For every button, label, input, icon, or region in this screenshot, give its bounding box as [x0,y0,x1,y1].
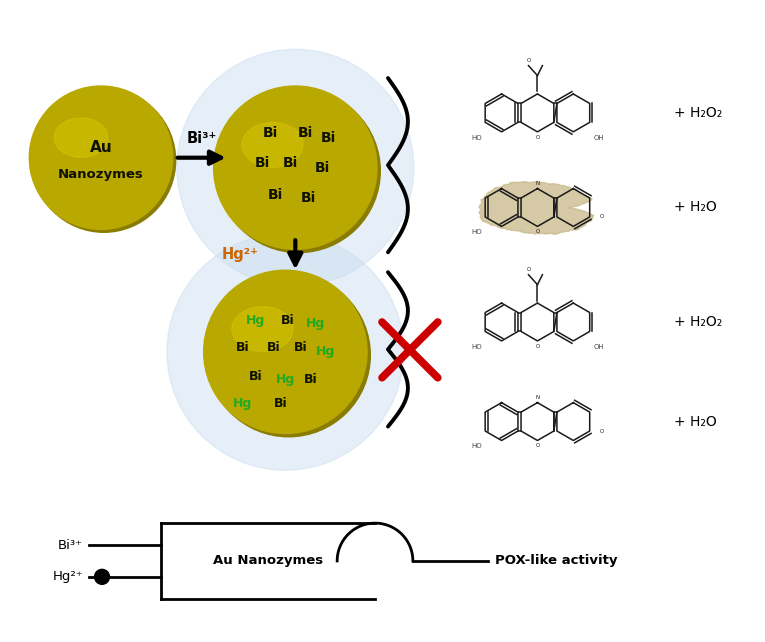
Text: + H₂O: + H₂O [674,415,717,429]
Text: Hg²⁺: Hg²⁺ [53,570,83,584]
Ellipse shape [207,273,370,437]
Ellipse shape [242,123,303,168]
Ellipse shape [29,86,173,229]
Circle shape [95,569,109,584]
Text: + H₂O: + H₂O [674,200,717,214]
Text: O: O [536,344,539,349]
Ellipse shape [203,270,367,433]
Text: Bi: Bi [268,187,283,202]
Text: Bi: Bi [283,156,298,169]
Text: HO: HO [471,135,482,141]
Text: Hg: Hg [275,373,295,386]
Text: Au: Au [90,140,112,155]
Text: N: N [536,395,539,400]
Ellipse shape [232,306,293,351]
Text: HO: HO [471,344,482,350]
Text: Bi³⁺: Bi³⁺ [58,539,83,551]
Text: O: O [600,428,604,433]
Text: OH: OH [593,344,604,350]
Ellipse shape [54,118,108,157]
Text: OH: OH [593,135,604,141]
Ellipse shape [177,49,414,286]
Text: Bi: Bi [281,313,295,327]
Text: O: O [600,214,604,220]
Ellipse shape [217,89,380,252]
Text: Hg²⁺: Hg²⁺ [222,247,259,263]
Text: Bi: Bi [314,160,330,175]
Text: HO: HO [471,444,482,449]
Text: O: O [526,266,531,272]
Text: Bi: Bi [266,342,280,354]
Text: O: O [526,58,531,63]
Text: O: O [536,229,539,234]
Text: Hg: Hg [306,318,325,331]
Ellipse shape [213,86,377,249]
Text: Bi: Bi [236,342,249,354]
Text: + H₂O₂: + H₂O₂ [674,315,722,329]
Text: HO: HO [471,229,482,236]
Text: Bi: Bi [298,126,313,140]
Text: O: O [536,444,539,449]
Text: POX-like activity: POX-like activity [495,555,617,568]
Text: Bi: Bi [294,342,307,354]
Polygon shape [479,182,594,234]
Text: Hg: Hg [316,345,335,358]
Text: Bi: Bi [301,191,316,205]
Text: Bi: Bi [274,397,287,410]
Text: Bi: Bi [263,126,278,140]
Text: + H₂O₂: + H₂O₂ [674,106,722,120]
Text: Nanozymes: Nanozymes [58,168,144,181]
Text: N: N [536,180,539,186]
Text: Bi: Bi [304,373,317,386]
Text: Bi: Bi [321,131,336,145]
Ellipse shape [32,89,176,232]
Ellipse shape [167,234,404,470]
Text: O: O [536,135,539,141]
Text: Bi³⁺: Bi³⁺ [187,132,216,146]
Text: Hg: Hg [233,397,252,410]
Text: Hg: Hg [246,313,265,327]
Text: Bi: Bi [249,370,262,383]
Text: Bi: Bi [255,156,270,169]
Text: Au Nanozymes: Au Nanozymes [213,555,323,568]
